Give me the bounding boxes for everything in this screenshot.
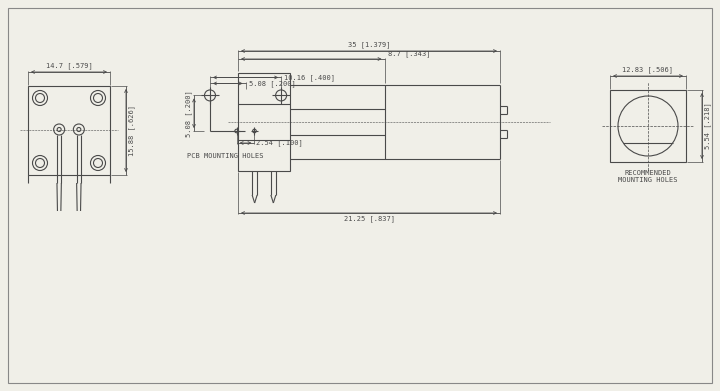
Bar (610, 90, 686, 162)
Text: 2.54 [.100]: 2.54 [.100] (256, 140, 303, 146)
Text: 5.08 [.200]: 5.08 [.200] (248, 80, 295, 87)
Text: 35 [1.379]: 35 [1.379] (348, 41, 390, 48)
Text: 10.16 [.400]: 10.16 [.400] (284, 74, 335, 81)
Text: 15.88 [.626]: 15.88 [.626] (128, 105, 135, 156)
Text: 12.83 [.506]: 12.83 [.506] (623, 66, 673, 73)
Text: 14.7 [.579]: 14.7 [.579] (45, 62, 92, 69)
Text: 21.25 [.837]: 21.25 [.837] (343, 215, 395, 222)
Text: PCB MOUNTING HOLES: PCB MOUNTING HOLES (186, 153, 264, 159)
Text: 5.54 [.218]: 5.54 [.218] (704, 102, 711, 149)
Text: RECOMMENDED
MOUNTING HOLES: RECOMMENDED MOUNTING HOLES (618, 170, 678, 183)
Bar (28, 86, 110, 175)
Bar (238, 73, 290, 171)
Text: 8.7 [.343]: 8.7 [.343] (387, 50, 430, 57)
Text: 5.08 [.200]: 5.08 [.200] (185, 90, 192, 136)
